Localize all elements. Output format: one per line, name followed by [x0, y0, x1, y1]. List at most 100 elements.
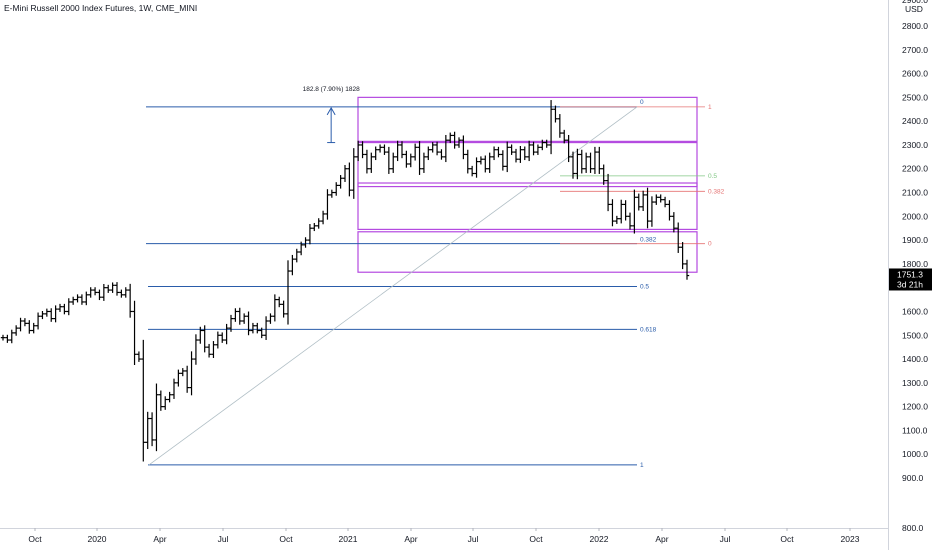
ohlc-bar[interactable]: [513, 148, 519, 163]
fib-zone-box[interactable]: [357, 182, 698, 231]
ohlc-bar[interactable]: [53, 305, 58, 323]
ohlc-bar[interactable]: [619, 199, 624, 224]
ohlc-bar[interactable]: [13, 325, 19, 336]
ohlc-bar[interactable]: [469, 165, 475, 177]
ohlc-bar[interactable]: [645, 187, 650, 229]
ohlc-bar[interactable]: [263, 316, 269, 340]
ohlc-bar[interactable]: [562, 129, 567, 144]
ohlc-bar[interactable]: [658, 194, 663, 203]
ohlc-bar[interactable]: [167, 391, 172, 403]
ohlc-bar[interactable]: [614, 215, 620, 224]
ohlc-bar[interactable]: [18, 317, 23, 332]
ohlc-bar[interactable]: [531, 141, 536, 156]
ohlc-bar[interactable]: [316, 218, 321, 229]
ohlc-bar[interactable]: [106, 284, 111, 293]
ohlc-bar[interactable]: [228, 314, 234, 332]
ohlc-bar[interactable]: [241, 313, 247, 324]
ohlc-bar[interactable]: [220, 332, 225, 343]
ohlc-bar[interactable]: [548, 100, 554, 155]
ohlc-bar[interactable]: [268, 313, 273, 324]
ohlc-bar[interactable]: [632, 189, 637, 234]
ohlc-bar[interactable]: [211, 341, 216, 359]
ohlc-bar[interactable]: [592, 146, 598, 174]
ohlc-bar[interactable]: [601, 164, 606, 185]
ohlc-bar[interactable]: [439, 149, 444, 160]
ohlc-bar[interactable]: [430, 142, 435, 153]
ohlc-bar[interactable]: [320, 210, 326, 225]
ohlc-bar[interactable]: [610, 199, 615, 227]
ohlc-bar[interactable]: [391, 152, 396, 173]
ohlc-bar[interactable]: [303, 237, 308, 248]
ohlc-bar[interactable]: [84, 291, 89, 306]
ohlc-bar[interactable]: [88, 287, 93, 298]
ohlc-bar[interactable]: [285, 260, 291, 325]
ohlc-bar[interactable]: [496, 146, 501, 158]
ohlc-bar[interactable]: [623, 200, 628, 221]
ohlc-bar[interactable]: [404, 150, 409, 168]
ohlc-bar[interactable]: [35, 312, 41, 330]
ohlc-bar[interactable]: [40, 310, 45, 320]
ohlc-bar[interactable]: [636, 193, 641, 211]
ohlc-bar[interactable]: [215, 331, 221, 349]
ohlc-bar[interactable]: [443, 134, 449, 163]
ohlc-bar[interactable]: [312, 222, 317, 232]
ohlc-bar[interactable]: [62, 303, 67, 315]
ohlc-bar[interactable]: [597, 146, 602, 174]
ohlc-bar[interactable]: [583, 152, 589, 173]
ohlc-bar[interactable]: [325, 189, 330, 220]
ohlc-bar[interactable]: [101, 283, 107, 301]
ohlc-bar[interactable]: [522, 146, 527, 161]
ohlc-bar[interactable]: [487, 152, 492, 173]
ohlc-bar[interactable]: [505, 141, 510, 173]
ohlc-bar[interactable]: [246, 311, 251, 336]
ohlc-bar[interactable]: [680, 242, 685, 270]
ohlc-bar[interactable]: [154, 383, 159, 452]
ohlc-bar[interactable]: [667, 200, 672, 221]
ohlc-bar[interactable]: [31, 322, 36, 334]
ohlc-bar[interactable]: [491, 146, 497, 161]
ohlc-bar[interactable]: [461, 135, 466, 160]
ohlc-bar[interactable]: [127, 283, 133, 318]
ohlc-bar[interactable]: [364, 149, 370, 174]
ohlc-bar[interactable]: [97, 289, 102, 301]
ohlc-bar[interactable]: [259, 327, 264, 339]
ohlc-bar[interactable]: [448, 132, 453, 144]
ohlc-bar[interactable]: [250, 322, 256, 334]
ohlc-bar[interactable]: [399, 141, 405, 159]
ohlc-bar[interactable]: [206, 343, 212, 358]
ohlc-bar[interactable]: [281, 300, 286, 318]
ohlc-bar[interactable]: [566, 134, 571, 163]
ohlc-bar[interactable]: [540, 139, 545, 151]
ohlc-bar[interactable]: [544, 139, 549, 148]
ohlc-bar[interactable]: [342, 165, 348, 182]
ohlc-bar[interactable]: [119, 289, 124, 298]
ohlc-bar[interactable]: [294, 248, 299, 263]
ohlc-bar[interactable]: [44, 308, 50, 317]
ohlc-bar[interactable]: [255, 322, 260, 334]
ohlc-bar[interactable]: [386, 146, 392, 174]
ohlc-bar[interactable]: [355, 140, 361, 162]
ohlc-bar[interactable]: [465, 149, 470, 174]
ohlc-bar[interactable]: [92, 287, 98, 296]
ohlc-bar[interactable]: [434, 141, 440, 156]
ohlc-bar[interactable]: [184, 365, 190, 393]
ohlc-bar[interactable]: [70, 296, 76, 305]
ohlc-bar[interactable]: [377, 144, 383, 153]
ohlc-bar[interactable]: [478, 156, 484, 165]
ohlc-bar[interactable]: [654, 194, 659, 205]
ohlc-bar[interactable]: [189, 351, 194, 396]
ohlc-bar[interactable]: [395, 140, 400, 162]
ohlc-bar[interactable]: [22, 318, 28, 327]
ohlc-bar[interactable]: [49, 308, 54, 322]
ohlc-bar[interactable]: [27, 320, 32, 334]
ohlc-bar[interactable]: [66, 298, 71, 316]
ohlc-bar[interactable]: [9, 329, 14, 344]
ohlc-bar[interactable]: [180, 368, 185, 377]
ohlc-bar[interactable]: [132, 300, 137, 365]
ohlc-bar[interactable]: [452, 131, 457, 149]
ohlc-bar[interactable]: [518, 145, 523, 163]
ohlc-bar[interactable]: [176, 369, 181, 387]
ohlc-bar[interactable]: [334, 182, 339, 196]
ohlc-bar[interactable]: [382, 144, 387, 155]
